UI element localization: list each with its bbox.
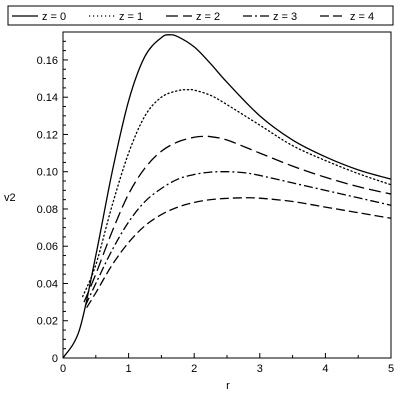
y-tick-label: 0 [52,353,58,365]
series-line-z-1 [82,88,392,298]
x-tick-label: 3 [257,363,263,375]
y-axis-title: v2 [4,192,16,204]
series-line-z-4 [86,197,392,309]
series-layer [62,34,392,359]
legend-label-z-1: z = 1 [119,11,143,23]
plot-border [62,31,392,359]
legend-box [7,5,394,26]
series-line-z-2 [83,135,392,303]
legend: z = 0 z = 1 z = 2 z = 3 z = 4 [7,5,394,26]
x-tick-label: 2 [191,363,197,375]
x-tick-label: 1 [126,363,132,375]
series-line-z-0 [62,34,392,359]
y-tick-label: 0.10 [37,167,58,179]
y-tick-label: 0.16 [37,55,58,67]
x-tick-label: 0 [60,363,66,375]
legend-label-z-3: z = 3 [273,11,297,23]
legend-label-z-2: z = 2 [196,11,220,23]
x-tick-label: 4 [322,363,328,375]
x-tick-label: 5 [388,363,394,375]
plot-area [62,31,392,359]
y-tick-label: 0.04 [37,278,58,290]
y-tick-label: 0.08 [37,204,58,216]
y-tick-label: 0.12 [37,129,58,141]
series-line-z-3 [84,171,392,307]
y-tick-label: 0.02 [37,316,58,328]
axis-ticks: 0 1 2 3 4 5 0 0.02 0.04 0.06 0.08 0.10 0.12 0.14 0.16 [37,40,394,375]
legend-label-z-4: z = 4 [350,11,374,23]
y-tick-label: 0.14 [37,92,58,104]
x-axis-title: r [226,380,230,392]
legend-label-z-0: z = 0 [42,11,66,23]
y-tick-label: 0.06 [37,241,58,253]
